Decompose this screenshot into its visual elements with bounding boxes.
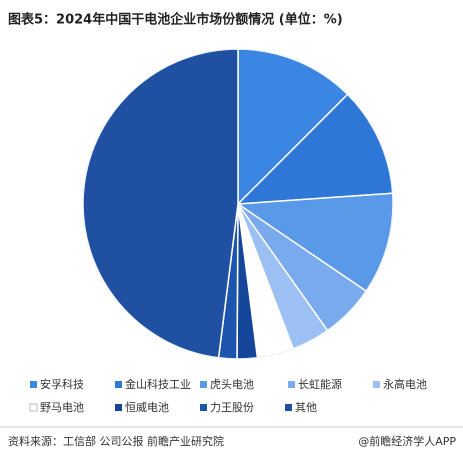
legend-label: 恒威电池: [125, 401, 169, 414]
legend-swatch: [30, 381, 37, 388]
legend-swatch: [200, 404, 207, 411]
legend-label: 安孚科技: [40, 377, 84, 391]
legend-swatch: [373, 381, 380, 388]
legend-label: 金山科技工业: [125, 377, 191, 391]
legend-label: 虎头电池: [210, 378, 254, 391]
legend-swatch: [115, 404, 122, 411]
legend-label: 野马电池: [40, 401, 84, 414]
legend-swatch: [29, 403, 38, 412]
credit: @前瞻经济学人APP: [358, 434, 456, 448]
legend-label: 永高电池: [383, 377, 427, 391]
chart-title: 图表5：2024年中国干电池企业市场份额情况 (单位：%): [8, 12, 343, 28]
legend-label: 长虹能源: [298, 377, 342, 391]
legend-swatch: [288, 381, 295, 388]
legend-swatch: [200, 381, 207, 388]
pie-outline: [82, 48, 394, 360]
legend-label: 其他: [295, 401, 317, 414]
legend-swatch: [115, 381, 122, 388]
legend-label: 力王股份: [210, 401, 254, 414]
legend-swatch: [285, 404, 292, 411]
source: 资料来源：工信部 公司公报 前瞻产业研究院: [8, 434, 224, 448]
pie-slice: [82, 48, 239, 359]
